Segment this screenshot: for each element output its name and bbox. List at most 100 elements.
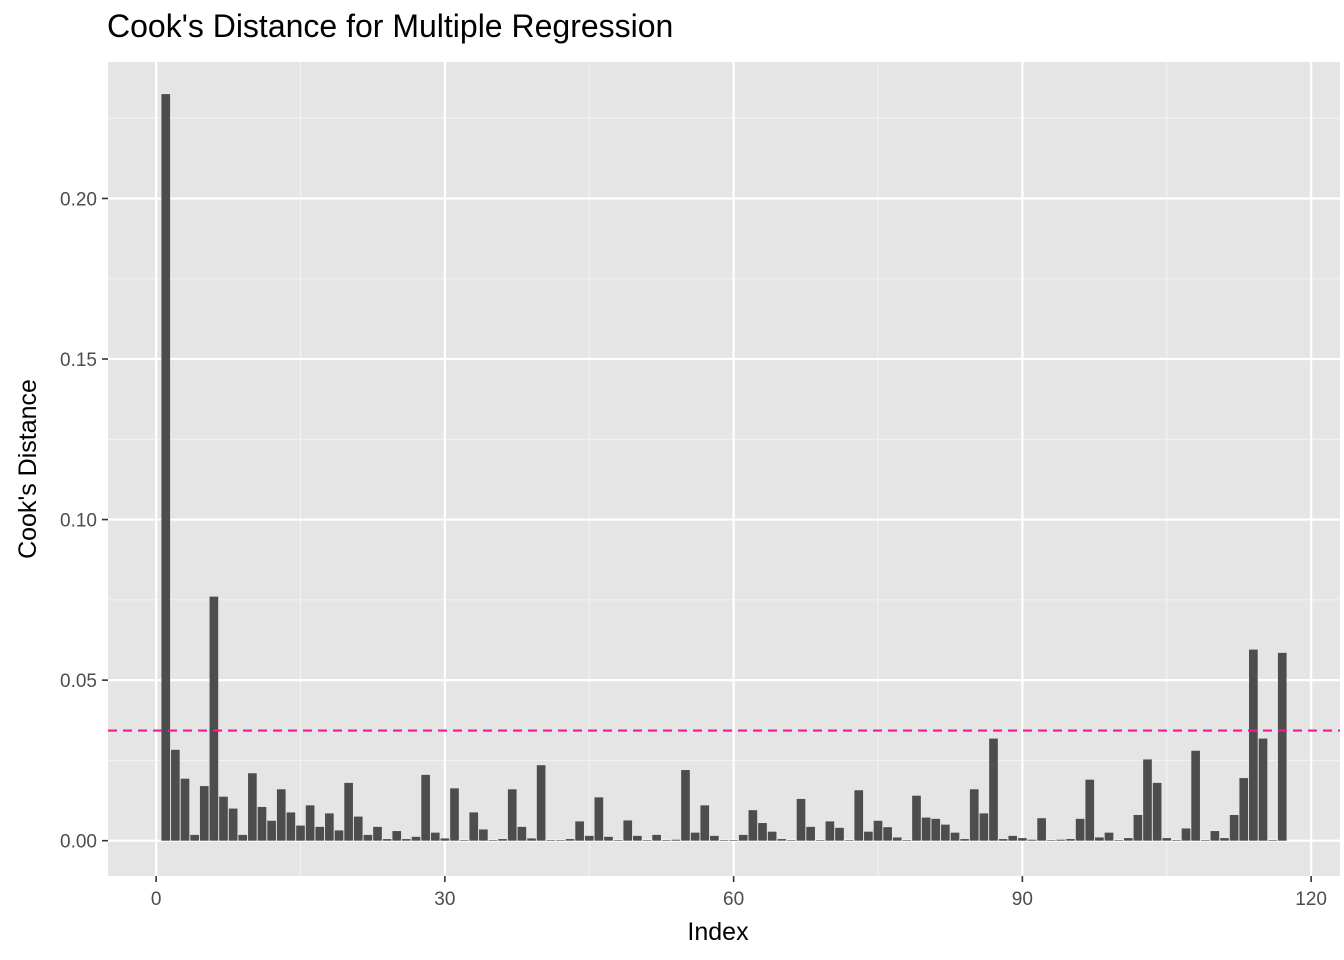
bar [1046,840,1056,841]
bar [276,789,286,841]
bar [392,831,402,841]
bar [671,839,681,841]
bar [199,786,209,841]
bar [517,826,527,841]
y-tick-label: 0.15 [60,350,97,371]
bar [623,820,633,841]
bar [796,798,806,841]
bar [1018,838,1027,841]
bar [1249,649,1258,841]
bar [1172,840,1181,841]
y-axis: 0.00 0.05 0.10 0.15 0.20 [60,189,108,853]
bar [835,827,844,841]
bar [488,840,498,841]
bar [642,840,652,841]
x-tick-label: 120 [1295,889,1327,910]
bar [1268,840,1277,841]
bar [267,820,276,841]
bar [228,808,238,841]
bar [1258,738,1268,841]
bar [950,832,960,841]
bar [1143,759,1152,841]
bar [931,818,941,841]
bar [1191,750,1200,841]
bar [700,805,710,841]
bar [1181,828,1191,841]
bar [498,839,507,841]
y-axis-title: Cook's Distance [14,379,42,559]
bar [584,835,594,841]
bar [767,831,777,841]
bar [219,796,228,841]
bar [979,813,989,841]
plot-panel [108,62,1340,876]
bar [1210,831,1220,841]
bar [912,795,921,841]
bar [652,834,661,841]
bar [1229,814,1239,841]
bar [1037,818,1046,841]
bar [1104,832,1114,841]
x-tick-label: 90 [1012,889,1033,910]
bar [854,790,864,841]
bar [1200,840,1210,841]
y-tick-label: 0.10 [60,511,97,532]
bar [873,820,883,841]
bar [1220,838,1229,841]
bar [344,782,353,841]
bar [921,817,931,841]
bar [527,838,536,841]
bar [190,834,199,841]
bar [604,836,613,841]
bar [1027,839,1037,841]
bar [941,824,950,841]
bar [450,788,459,841]
bar [1085,779,1095,841]
bar [1066,839,1075,841]
bar [411,836,421,841]
bar [1075,818,1085,841]
bar [286,812,296,841]
bar [758,823,767,841]
bar [815,840,825,841]
bar [325,813,334,841]
bar [382,839,392,841]
bar [546,840,556,841]
bar [1277,652,1287,841]
bar [353,816,363,841]
bar-series [161,94,1287,841]
bar [661,840,671,841]
bar [575,821,584,841]
x-tick-label: 60 [723,889,744,910]
y-tick-label: 0.20 [60,189,97,210]
bar [180,778,190,841]
bar [787,840,796,841]
bar [1162,838,1172,841]
bar [989,738,998,841]
bar [469,812,479,841]
bar [373,826,382,841]
bar [507,789,517,841]
bar [421,774,430,841]
bar [594,797,604,841]
bar [171,749,180,841]
bar [748,810,758,841]
x-tick-label: 0 [151,889,162,910]
bar [613,840,623,841]
bar [777,839,787,841]
y-tick-label: 0.05 [60,671,97,692]
bar [729,840,738,841]
bar [690,832,700,841]
chart-title: Cook's Distance for Multiple Regression [107,8,674,44]
bar [161,94,171,841]
x-axis: 0 30 60 90 120 [151,876,1327,910]
bar [440,838,450,841]
bar [565,839,575,841]
bar [806,826,815,841]
bar [892,837,902,841]
bar [710,835,719,841]
bar [209,596,219,841]
bar [1123,838,1133,841]
bar [633,835,642,841]
